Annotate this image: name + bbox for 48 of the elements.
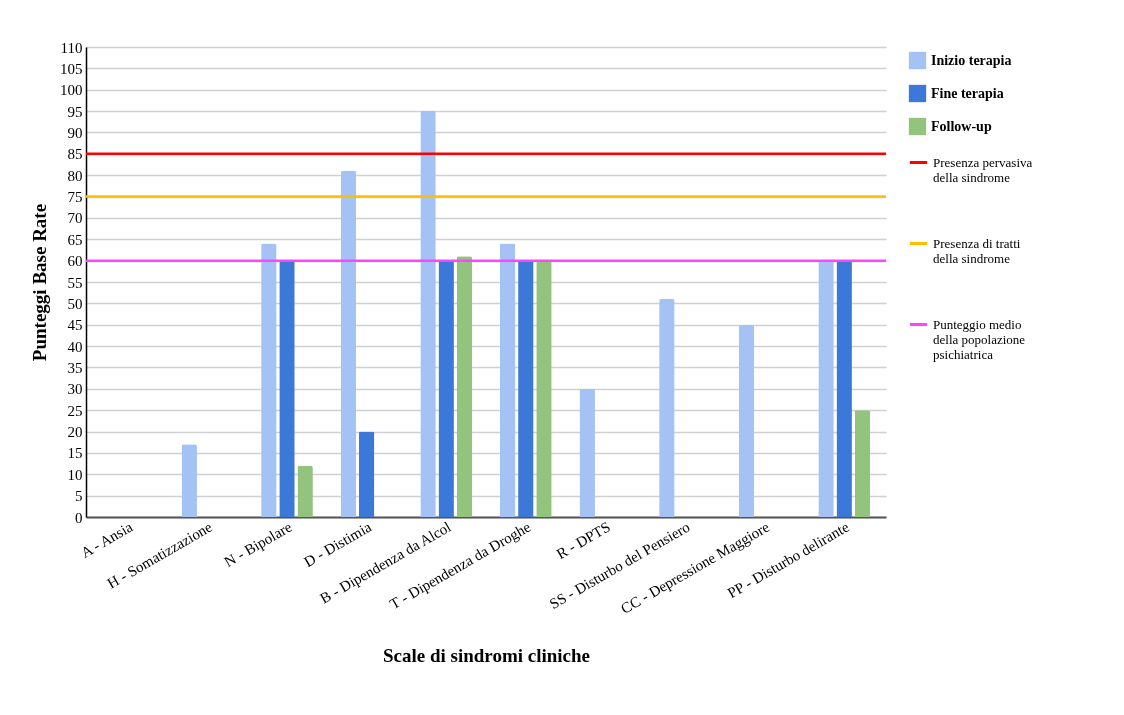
legend-label: Presenza pervasiva della sindrome — [933, 154, 1033, 185]
y-tick-label: 40 — [67, 338, 83, 355]
y-axis-title: Punteggi Base Rate — [29, 203, 50, 362]
y-tick-label: 5 — [75, 488, 83, 505]
y-tick-label: 110 — [60, 39, 83, 56]
y-tick-label: 25 — [67, 402, 83, 419]
bar — [340, 170, 357, 517]
bar — [181, 444, 197, 517]
y-tick-label: 60 — [67, 253, 83, 270]
legend-label: Punteggio medio della popolazione psichiatrica — [933, 316, 1026, 362]
y-tick-label: 15 — [67, 445, 83, 462]
bar — [438, 260, 454, 517]
bar — [659, 299, 675, 517]
y-tick-label: 65 — [67, 231, 83, 248]
legend-label: Fine terapia — [931, 85, 1004, 101]
bar — [279, 260, 295, 517]
bar — [738, 324, 755, 517]
y-tick-label: 100 — [60, 82, 83, 99]
y-tick-label: 45 — [67, 317, 83, 334]
y-tick-label: 90 — [67, 124, 83, 141]
bar — [358, 431, 375, 517]
y-tick-label: 70 — [67, 210, 83, 227]
y-tick-label: 95 — [67, 103, 83, 120]
y-tick-label: 10 — [67, 466, 83, 483]
y-tick-label: 30 — [67, 381, 83, 398]
bar — [456, 256, 473, 517]
y-tick-label: 105 — [60, 60, 83, 77]
bar — [297, 465, 313, 517]
bar — [261, 243, 277, 517]
bar — [518, 260, 534, 517]
legend-label: Presenza di tratti della sindrome — [933, 235, 1021, 266]
y-tick-label: 35 — [67, 359, 83, 376]
bar — [836, 260, 852, 517]
bar — [854, 410, 871, 517]
bar — [579, 388, 595, 517]
bar — [499, 243, 516, 517]
y-tick-label: 20 — [67, 424, 83, 441]
legend-label: Follow-up — [931, 118, 992, 134]
y-tick-label: 85 — [67, 146, 83, 163]
x-axis-title: Scale di sindromi cliniche — [382, 644, 591, 666]
legend-label: Inizio terapia — [931, 52, 1012, 68]
bar — [818, 260, 834, 517]
y-tick-label: 50 — [67, 295, 83, 312]
y-tick-label: 75 — [67, 189, 83, 206]
y-tick-label: 0 — [75, 509, 83, 526]
y-tick-label: 80 — [67, 167, 83, 184]
bar — [536, 260, 552, 517]
y-tick-label: 55 — [67, 274, 83, 291]
